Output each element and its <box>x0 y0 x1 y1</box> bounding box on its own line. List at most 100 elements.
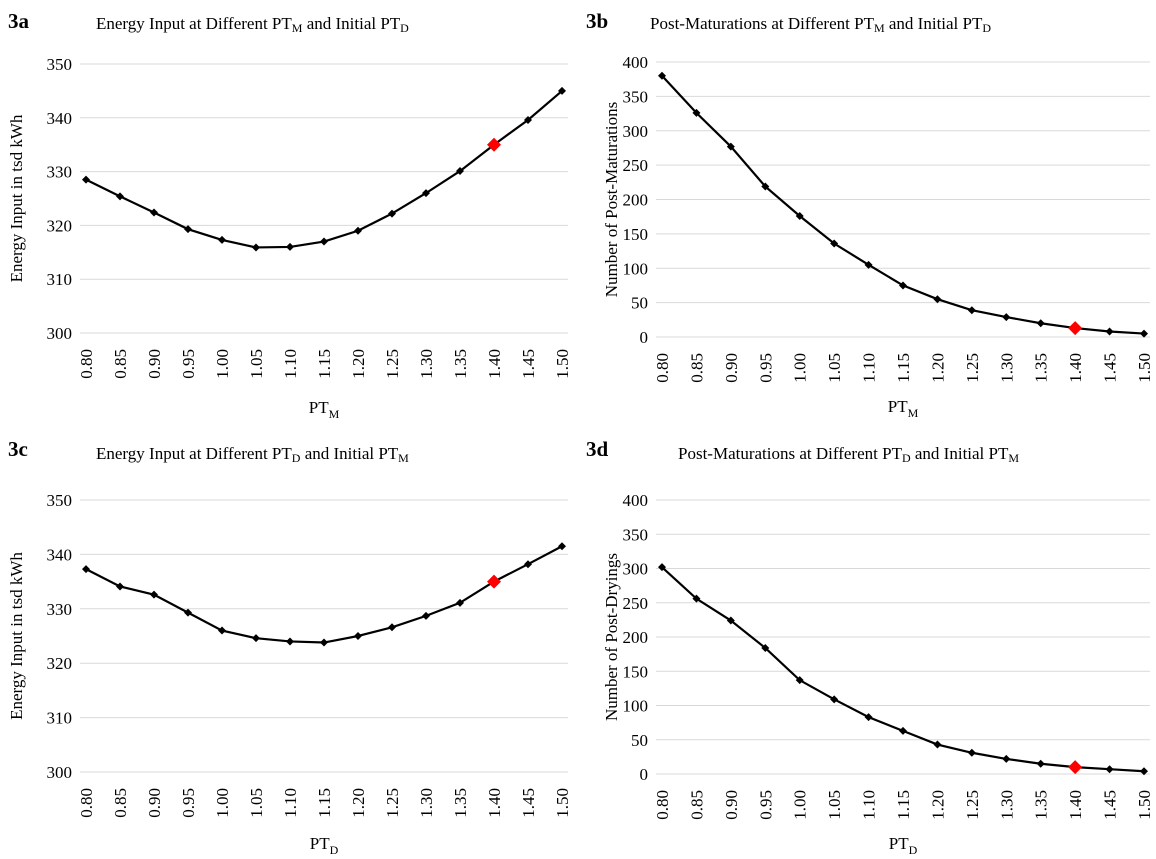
data-point <box>899 281 907 290</box>
panel-label: 3c <box>8 437 28 461</box>
data-point <box>1002 754 1011 763</box>
y-tick-label: 310 <box>47 270 73 289</box>
x-tick-label: 1.35 <box>451 788 470 818</box>
data-point <box>795 676 804 685</box>
x-tick-label: 0.95 <box>179 349 198 379</box>
title-text: Energy Input at Different PT <box>96 14 292 33</box>
data-point <box>116 192 124 201</box>
x-tick-label: 1.00 <box>791 353 810 383</box>
x-tick-label: 1.00 <box>213 349 232 379</box>
y-tick-label: 320 <box>47 654 73 673</box>
x-tick-label: 0.90 <box>722 353 741 383</box>
x-tick-label: 1.15 <box>894 790 913 820</box>
x-tick-label: 0.90 <box>145 788 164 818</box>
y-tick-label: 330 <box>47 163 73 182</box>
data-point <box>795 212 804 220</box>
x-tick-label: 1.45 <box>519 349 538 379</box>
x-axis-label: PTD <box>889 834 918 857</box>
x-tick-label: 1.05 <box>247 349 266 379</box>
x-tick-label: 1.15 <box>894 353 913 383</box>
title-text: and Initial PT <box>884 14 983 33</box>
y-tick-label: 350 <box>47 55 73 74</box>
data-point <box>1140 329 1148 338</box>
data-point <box>864 713 873 722</box>
x-tick-label: 1.15 <box>315 349 334 379</box>
data-point <box>1036 319 1045 328</box>
panel-label: 3a <box>8 9 29 33</box>
data-point <box>692 108 701 117</box>
x-tick-label: 0.85 <box>687 353 706 383</box>
chart-title: Post-Maturations at Different PTM and In… <box>650 14 991 36</box>
data-point <box>967 748 976 757</box>
title-subscript: D <box>400 21 409 35</box>
data-point <box>388 209 396 218</box>
highlight-point <box>1068 321 1083 336</box>
title-text: and Initial PT <box>910 444 1009 463</box>
highlight-point <box>1068 760 1083 775</box>
x-tick-label: 1.20 <box>928 790 947 820</box>
data-point <box>1036 759 1045 768</box>
x-tick-label: 1.45 <box>1101 353 1120 383</box>
chart-svg: 0 50 100 150 200 250 300 350 400 0.80 0.85 0.90 0.95… <box>602 53 1154 420</box>
data-point <box>456 598 464 607</box>
highlight-point <box>487 137 501 152</box>
x-tick-label: 1.35 <box>1032 353 1051 383</box>
data-point <box>726 616 735 625</box>
x-tick-label: 0.80 <box>77 349 96 379</box>
chart-panel-3b: 3b Post-Maturations at Different PTM and… <box>578 0 1156 430</box>
data-point <box>320 237 328 246</box>
data-point <box>692 594 701 603</box>
title-text: Post-Maturations at Different PT <box>650 14 874 33</box>
x-tick-label: 1.40 <box>485 788 504 818</box>
data-point <box>184 608 192 617</box>
chart-svg: 0 50 100 150 200 250 300 350 400 0.80 0.85 0.90 0.95… <box>602 491 1154 857</box>
x-tick-label: 1.30 <box>997 353 1016 383</box>
chart-title: Energy Input at Different PTM and Initia… <box>96 14 409 36</box>
data-point <box>726 142 735 151</box>
x-tick-label: 1.50 <box>1135 353 1154 383</box>
y-axis-label: Number of Post-Dryings <box>602 553 621 721</box>
title-subscript: M <box>1008 451 1020 465</box>
series-line <box>661 75 1145 335</box>
data-point <box>82 175 90 184</box>
y-tick-label: 100 <box>623 259 649 278</box>
x-tick-label: 1.35 <box>1032 790 1051 820</box>
data-point <box>761 643 770 652</box>
data-point <box>150 590 158 599</box>
y-tick-label: 300 <box>47 763 73 782</box>
data-point <box>1140 767 1148 776</box>
x-tick-label: 1.10 <box>860 790 879 820</box>
title-subscript: M <box>873 21 885 35</box>
y-tick-label: 250 <box>623 156 649 175</box>
data-point <box>1002 313 1011 322</box>
x-tick-label: 1.25 <box>383 349 402 379</box>
data-point <box>218 626 226 635</box>
panel-label: 3d <box>586 437 609 461</box>
data-point <box>830 239 839 248</box>
y-tick-label: 340 <box>47 545 73 564</box>
x-tick-label: 1.50 <box>1135 790 1154 820</box>
data-point <box>899 726 907 735</box>
x-tick-label: 0.80 <box>653 353 672 383</box>
chart-svg: 300 310 320 330 340 350 0.80 0.85 0.90 0.95 1.00 1.… <box>7 491 572 857</box>
x-tick-label: 1.15 <box>315 788 334 818</box>
y-tick-label: 300 <box>623 122 649 141</box>
series-line <box>661 566 1145 773</box>
chart-title: Post-Maturations at Different PTD and In… <box>678 444 1019 466</box>
data-point <box>1105 327 1114 336</box>
data-point <box>184 225 192 234</box>
data-point <box>933 740 942 749</box>
panel-label: 3b <box>586 9 609 33</box>
x-tick-label: 1.05 <box>247 788 266 818</box>
x-tick-label: 0.95 <box>179 788 198 818</box>
x-tick-label: 1.45 <box>519 788 538 818</box>
x-tick-label: 1.00 <box>213 788 232 818</box>
x-tick-label: 1.25 <box>383 788 402 818</box>
x-tick-label: 0.85 <box>687 790 706 820</box>
x-axis-label: PTM <box>309 398 340 421</box>
data-point <box>558 542 566 551</box>
x-tick-label: 1.00 <box>791 790 810 820</box>
x-tick-label: 0.85 <box>111 349 130 379</box>
x-tick-label: 1.20 <box>349 788 368 818</box>
y-axis-label: Energy Input in tsd kWh <box>7 552 26 720</box>
